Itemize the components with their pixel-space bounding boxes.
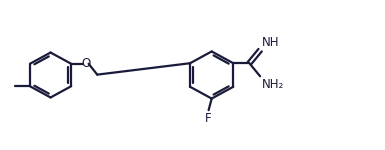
Text: NH₂: NH₂ <box>262 78 284 91</box>
Text: O: O <box>81 57 90 70</box>
Text: F: F <box>205 112 212 125</box>
Text: NH: NH <box>262 36 279 49</box>
